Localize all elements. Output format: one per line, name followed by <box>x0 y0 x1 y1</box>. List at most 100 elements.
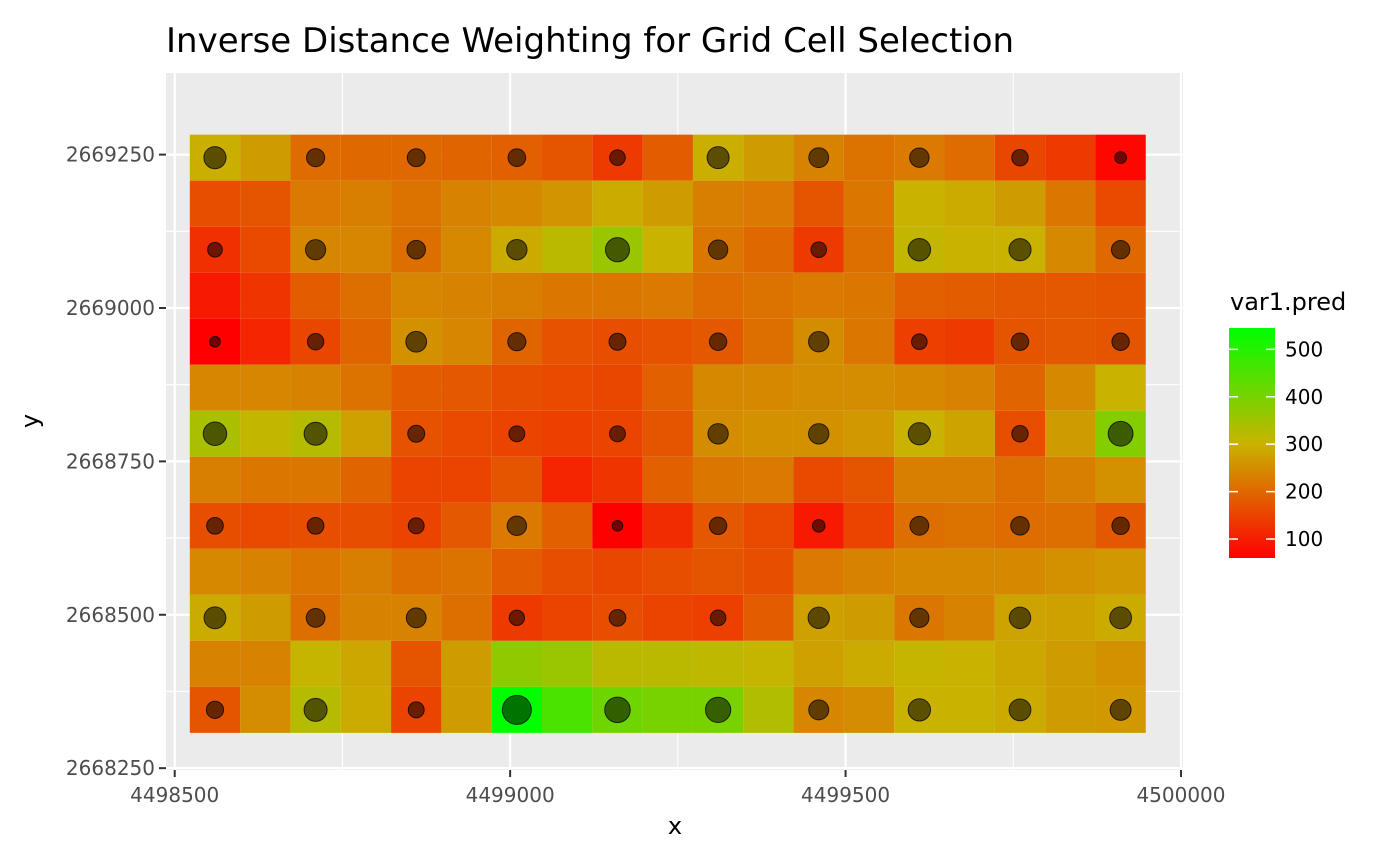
heatmap-cell <box>441 456 492 503</box>
heatmap-cell <box>1095 456 1146 503</box>
sample-point <box>405 330 428 353</box>
heatmap-cell <box>189 456 241 503</box>
heatmap-cell <box>1045 364 1096 411</box>
sample-point <box>205 700 225 719</box>
heatmap-cell <box>692 640 744 687</box>
sample-point <box>1008 698 1032 722</box>
sample-point <box>202 421 228 447</box>
x-tick-label: 4499500 <box>801 783 890 807</box>
heatmap-cell <box>743 134 794 181</box>
heatmap-cell <box>642 410 693 457</box>
sample-point <box>506 239 528 261</box>
heatmap-cell <box>894 180 945 227</box>
heatmap-cell <box>441 410 492 457</box>
heatmap-cell <box>491 456 543 503</box>
sample-point <box>1110 240 1131 260</box>
heatmap-cell <box>743 318 794 365</box>
heatmap-cell <box>542 502 593 549</box>
heatmap-cell <box>1045 548 1096 595</box>
heatmap-cell <box>592 272 643 319</box>
heatmap-cell <box>894 548 945 595</box>
sample-point <box>407 517 425 535</box>
sample-points <box>202 146 1134 725</box>
heatmap-cell <box>441 364 492 411</box>
heatmap-cell <box>944 364 995 411</box>
heatmap-cell <box>340 134 392 181</box>
heatmap-cell <box>743 272 794 319</box>
sample-point <box>407 701 425 719</box>
sample-point <box>507 148 527 168</box>
heatmap-cell <box>290 272 341 319</box>
sample-point <box>1008 606 1032 630</box>
heatmap-cell <box>1045 640 1096 687</box>
sample-point <box>808 147 830 169</box>
heatmap-cell <box>340 272 392 319</box>
sample-point <box>808 699 830 721</box>
sample-point <box>306 333 325 351</box>
legend-title: var1.pred <box>1230 288 1346 316</box>
heatmap-cell <box>793 272 844 319</box>
sample-point <box>506 515 528 537</box>
sample-point <box>303 697 328 722</box>
heatmap-cell <box>240 502 291 549</box>
heatmap-cell <box>843 364 895 411</box>
sample-point <box>1010 332 1030 351</box>
sample-point <box>1011 425 1029 443</box>
heatmap-cell <box>340 318 392 365</box>
heatmap-cell <box>542 548 593 595</box>
heatmap-cell <box>843 456 895 503</box>
heatmap-cell <box>240 594 291 641</box>
x-tick-label: 4498500 <box>130 783 219 807</box>
sample-point <box>1111 332 1130 351</box>
y-tick-label: 2668250 <box>66 756 155 780</box>
heatmap-cell <box>944 410 995 457</box>
y-tick-label: 2668500 <box>66 603 155 627</box>
sample-point <box>709 609 727 627</box>
sample-point <box>707 423 729 445</box>
heatmap-cell <box>491 640 543 687</box>
heatmap-cell <box>994 640 1046 687</box>
sample-point <box>407 424 426 443</box>
heatmap-cell <box>642 318 693 365</box>
sample-point <box>406 239 427 260</box>
sample-point <box>811 519 826 533</box>
heatmap-cell <box>441 502 492 549</box>
heatmap-cell <box>592 456 643 503</box>
heatmap-cell <box>994 364 1046 411</box>
heatmap-cell <box>843 226 895 273</box>
heatmap-cell <box>391 180 442 227</box>
heatmap-cell <box>944 594 995 641</box>
heatmap-cell <box>189 364 241 411</box>
sample-point <box>306 516 325 535</box>
heatmap-cell <box>743 180 794 227</box>
heatmap-cell <box>240 318 291 365</box>
heatmap-cell <box>1045 410 1096 457</box>
heatmap-cell <box>743 364 794 411</box>
heatmap-cell <box>491 364 543 411</box>
heatmap-cell <box>592 548 643 595</box>
heatmap-cell <box>1045 134 1096 181</box>
heatmap-cell <box>1095 640 1146 687</box>
heatmap-cells <box>189 134 1146 733</box>
heatmap-cell <box>1095 364 1146 411</box>
heatmap-cell <box>692 548 744 595</box>
sample-point <box>1008 238 1032 262</box>
heatmap-cell <box>542 226 593 273</box>
sample-point <box>303 421 328 446</box>
sample-point <box>508 425 526 443</box>
legend-label: 300 <box>1285 432 1323 456</box>
heatmap-cell <box>290 180 341 227</box>
sample-point <box>808 331 830 353</box>
heatmap-cell <box>340 180 392 227</box>
heatmap-cell <box>240 134 291 181</box>
heatmap-cell <box>743 456 794 503</box>
heatmap-cell <box>944 226 995 273</box>
heatmap-cell <box>743 226 794 273</box>
sample-point <box>406 148 426 168</box>
heatmap-cell <box>743 410 794 457</box>
heatmap-cell <box>290 364 341 411</box>
heatmap-cell <box>240 364 291 411</box>
heatmap-cell <box>843 686 895 733</box>
heatmap-cell <box>240 180 291 227</box>
heatmap-cell <box>441 318 492 365</box>
